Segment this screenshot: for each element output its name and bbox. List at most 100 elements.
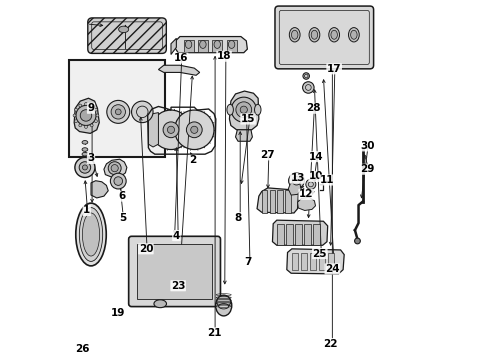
- Circle shape: [292, 176, 300, 185]
- Text: 30: 30: [359, 141, 374, 151]
- Bar: [277, 190, 282, 213]
- Text: 11: 11: [319, 175, 333, 185]
- Ellipse shape: [310, 30, 317, 39]
- Ellipse shape: [328, 28, 339, 42]
- Ellipse shape: [350, 30, 356, 39]
- Bar: [198, 40, 207, 51]
- Ellipse shape: [82, 152, 88, 156]
- Ellipse shape: [94, 120, 97, 123]
- Bar: [269, 190, 274, 213]
- Ellipse shape: [84, 126, 87, 129]
- Text: 20: 20: [139, 244, 153, 254]
- FancyBboxPatch shape: [274, 6, 373, 69]
- Text: 16: 16: [173, 53, 187, 63]
- Polygon shape: [104, 159, 126, 177]
- Circle shape: [302, 82, 313, 93]
- Circle shape: [186, 122, 202, 138]
- Bar: [285, 190, 290, 213]
- Ellipse shape: [90, 104, 93, 107]
- Ellipse shape: [75, 120, 77, 123]
- Text: 5: 5: [119, 213, 126, 222]
- Bar: [327, 253, 333, 270]
- Text: 14: 14: [308, 152, 323, 162]
- Ellipse shape: [76, 203, 106, 266]
- Polygon shape: [91, 181, 108, 198]
- Circle shape: [174, 110, 214, 149]
- Circle shape: [79, 162, 90, 173]
- Circle shape: [305, 179, 315, 189]
- Bar: [183, 40, 193, 51]
- Text: 9: 9: [87, 103, 94, 113]
- Text: 25: 25: [312, 248, 326, 258]
- Circle shape: [151, 110, 190, 149]
- Polygon shape: [148, 113, 158, 147]
- Circle shape: [111, 105, 125, 119]
- Circle shape: [235, 102, 251, 118]
- Ellipse shape: [217, 296, 230, 308]
- Text: 26: 26: [75, 343, 89, 354]
- Ellipse shape: [84, 103, 87, 105]
- Text: 23: 23: [171, 281, 185, 291]
- Bar: [300, 253, 306, 270]
- Ellipse shape: [215, 295, 231, 316]
- Circle shape: [167, 126, 174, 134]
- Bar: [318, 253, 325, 270]
- Ellipse shape: [303, 73, 309, 79]
- Ellipse shape: [228, 41, 234, 48]
- Bar: [226, 40, 236, 51]
- Bar: [286, 224, 292, 244]
- Text: 17: 17: [326, 64, 341, 74]
- Ellipse shape: [79, 208, 102, 261]
- Circle shape: [106, 100, 129, 123]
- Text: 10: 10: [308, 171, 323, 181]
- Text: 27: 27: [260, 150, 274, 160]
- Text: 22: 22: [323, 339, 337, 349]
- Bar: [137, 244, 212, 299]
- Bar: [304, 224, 310, 244]
- Polygon shape: [297, 197, 315, 211]
- Polygon shape: [171, 39, 176, 54]
- Circle shape: [231, 97, 256, 122]
- Text: 29: 29: [359, 164, 374, 174]
- Ellipse shape: [308, 28, 319, 42]
- Circle shape: [108, 162, 121, 175]
- Text: 21: 21: [206, 328, 221, 338]
- Ellipse shape: [94, 108, 97, 111]
- Text: 13: 13: [290, 173, 304, 183]
- Bar: [291, 253, 298, 270]
- Polygon shape: [158, 65, 199, 75]
- Ellipse shape: [289, 28, 300, 42]
- Polygon shape: [235, 130, 252, 141]
- FancyBboxPatch shape: [128, 236, 220, 307]
- Bar: [313, 224, 319, 244]
- Ellipse shape: [79, 104, 81, 107]
- Polygon shape: [229, 91, 258, 130]
- Circle shape: [111, 165, 118, 172]
- Polygon shape: [174, 37, 247, 53]
- Bar: [295, 224, 301, 244]
- Polygon shape: [287, 182, 301, 195]
- Circle shape: [114, 177, 122, 185]
- Circle shape: [82, 165, 87, 170]
- Bar: [69, 60, 164, 157]
- Text: 7: 7: [244, 257, 251, 267]
- Circle shape: [354, 238, 360, 244]
- Text: 19: 19: [111, 309, 125, 318]
- Text: 18: 18: [216, 51, 231, 61]
- Ellipse shape: [79, 124, 81, 127]
- Text: 4: 4: [172, 231, 180, 240]
- Bar: [277, 224, 284, 244]
- Polygon shape: [74, 98, 99, 134]
- Text: 24: 24: [325, 264, 339, 274]
- Ellipse shape: [254, 104, 261, 115]
- Text: 28: 28: [305, 103, 320, 113]
- Circle shape: [163, 122, 179, 138]
- Ellipse shape: [218, 303, 228, 309]
- Circle shape: [110, 173, 126, 189]
- Text: 1: 1: [83, 206, 90, 216]
- Polygon shape: [272, 220, 327, 245]
- Text: 2: 2: [188, 155, 196, 165]
- Text: 15: 15: [241, 114, 255, 124]
- Text: 6: 6: [118, 191, 125, 201]
- Ellipse shape: [75, 108, 77, 111]
